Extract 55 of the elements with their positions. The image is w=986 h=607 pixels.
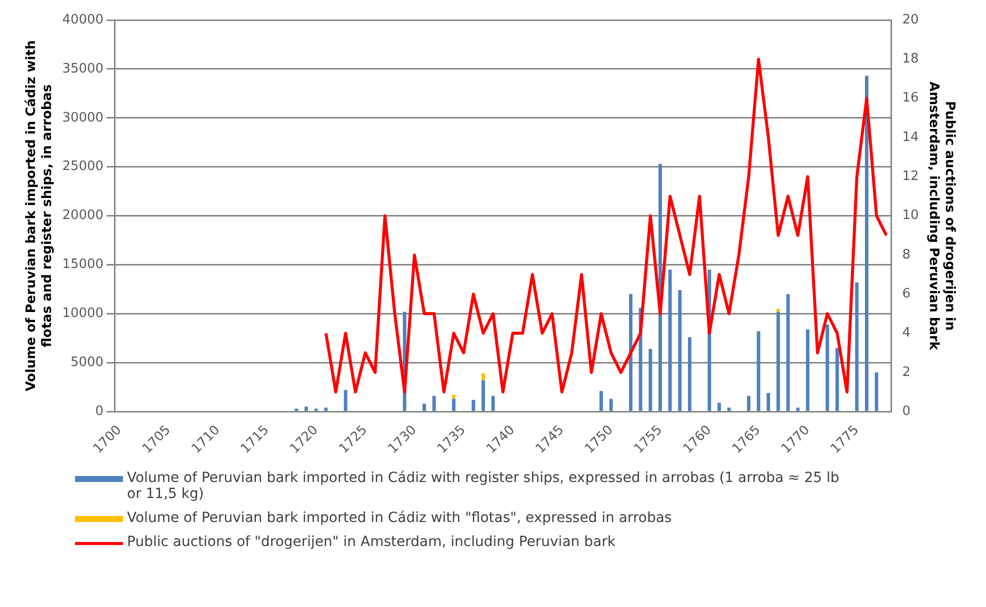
bar: [324, 408, 328, 411]
y2-tick-label: 16: [902, 90, 919, 106]
y-tick-label: 5000: [70, 355, 104, 370]
y-tick-label: 20000: [62, 208, 104, 224]
y-tick-label: 15000: [62, 257, 104, 272]
bar: [688, 337, 692, 411]
y-tick-label: 10000: [62, 306, 104, 322]
bar: [806, 329, 810, 411]
bar: [678, 290, 682, 411]
y-tick-label: 35000: [62, 61, 104, 76]
y2-tick-label: 14: [902, 130, 919, 145]
bar: [766, 392, 770, 411]
y-tick-label: 40000: [62, 12, 104, 28]
bar: [826, 324, 830, 411]
bar: [727, 408, 731, 411]
y-axis-title: Volume of Peruvian bark imported in Cádiz with flotas and register ships, in arrobas: [24, 40, 55, 392]
y2-tick-label: 12: [902, 169, 919, 184]
bar: [491, 396, 495, 411]
bar: [344, 390, 348, 411]
y2-tick-label: 6: [902, 286, 911, 302]
y2-tick-label: 20: [902, 12, 919, 28]
legend-label: Volume of Peruvian bark imported in Cádiz with register ships, expressed in arrobas (1 arroba ≈ 25 lb or 11,5 kg): [127, 470, 840, 502]
bar: [452, 398, 456, 411]
bar: [629, 294, 632, 411]
bar: [717, 402, 721, 411]
bar: [482, 373, 485, 380]
y2-tick-label: 0: [902, 404, 911, 419]
bar: [864, 76, 868, 411]
y-tick-label: 30000: [62, 110, 104, 126]
legend-label: Volume of Peruvian bark imported in Cádiz with "flotas", expressed in arrobas: [127, 510, 672, 526]
bar: [648, 348, 652, 411]
bar: [600, 391, 603, 411]
bar: [796, 408, 800, 411]
y-tick-label: 0: [95, 404, 104, 419]
legend-label: Public auctions of "drogerijen" in Amsterdam, including Peruvian bark: [127, 534, 616, 550]
bar: [432, 396, 436, 411]
y2-tick-label: 4: [902, 326, 911, 341]
bar: [472, 400, 476, 411]
bar: [304, 406, 308, 411]
bar: [776, 312, 780, 411]
y2-tick-label: 18: [902, 52, 919, 67]
y2-axis-title: Public auctions of drogerijen in Amsterdam, including Peruvian bark: [926, 82, 957, 350]
y2-tick-label: 8: [902, 247, 911, 262]
y2-tick-label: 2: [902, 364, 911, 380]
y-tick-label: 25000: [62, 159, 104, 174]
bar: [746, 396, 750, 411]
bar: [452, 394, 456, 399]
bar: [756, 331, 760, 411]
bar: [609, 398, 613, 411]
bar: [422, 404, 426, 411]
y2-tick-label: 10: [902, 208, 919, 224]
bar: [835, 348, 839, 411]
bar: [668, 270, 672, 411]
bar: [482, 380, 485, 411]
bar: [855, 282, 859, 411]
